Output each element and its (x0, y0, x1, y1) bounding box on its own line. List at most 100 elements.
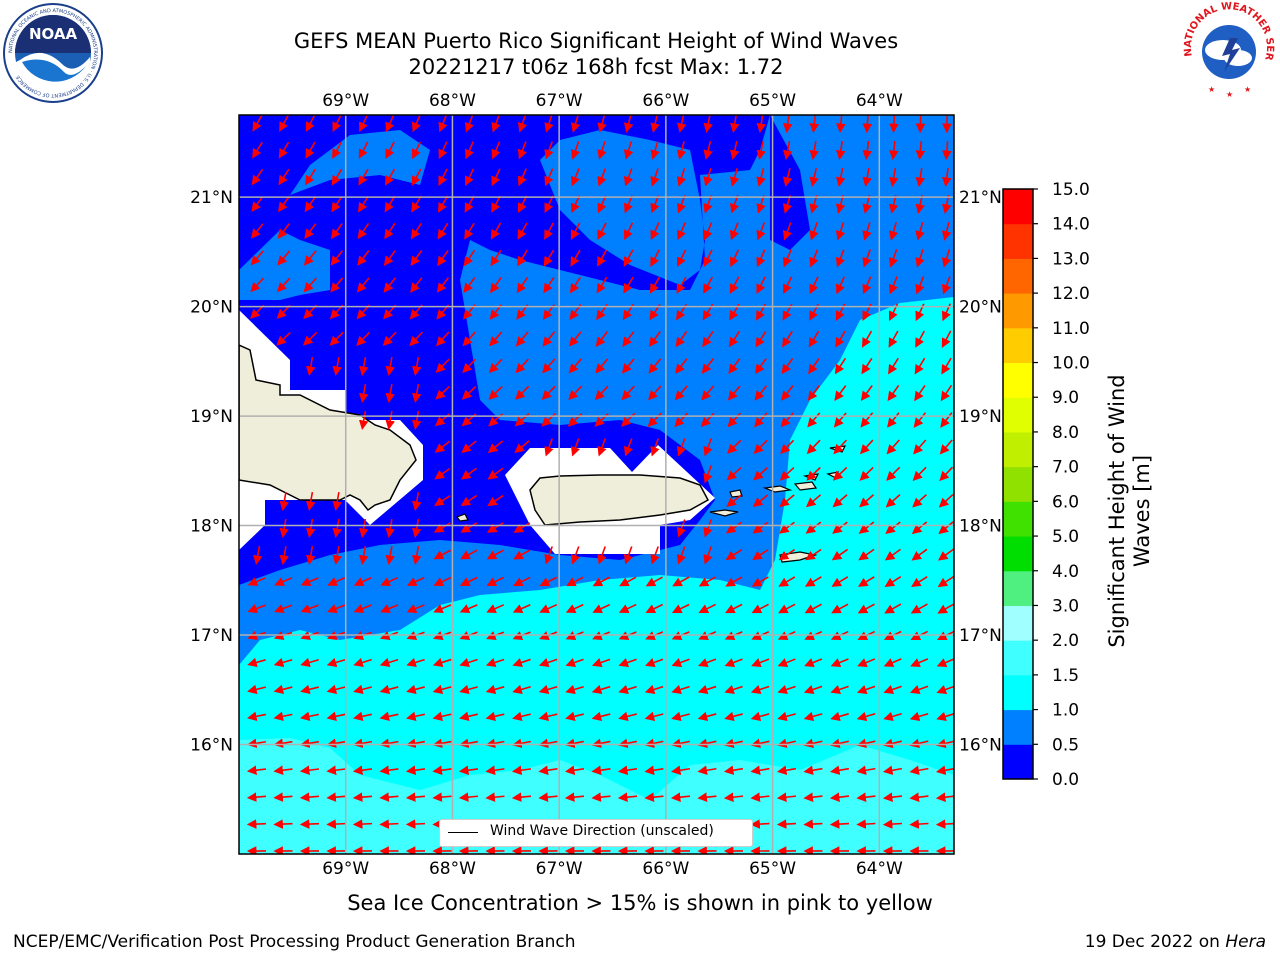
wind-arrow (806, 439, 821, 455)
lon-tick-top: 68°W (429, 91, 476, 111)
wind-arrow (750, 765, 770, 775)
colorbar-tick-label: 14.0 (1052, 215, 1090, 235)
wind-arrow (703, 168, 713, 187)
wind-arrow (597, 438, 607, 457)
wind-arrow (459, 604, 478, 614)
wind-arrow (512, 711, 531, 722)
wind-arrow (937, 603, 954, 614)
wind-arrow (300, 711, 319, 722)
wind-arrow (594, 385, 609, 401)
wind-arrow (544, 546, 554, 565)
lat-tick-left: 18°N (190, 517, 233, 537)
wind-arrow (776, 765, 797, 775)
wind-arrow (544, 222, 555, 240)
wind-arrow (327, 604, 346, 614)
wind-arrow (862, 276, 872, 295)
wind-arrow (435, 331, 450, 347)
wind-arrow (406, 604, 425, 614)
wind-arrow (491, 115, 501, 133)
wind-arrow (833, 412, 847, 428)
wind-arrow (459, 657, 478, 668)
wind-arrow (650, 438, 660, 457)
colorbar-tick-label: 4.0 (1052, 562, 1079, 582)
wind-arrow (936, 685, 954, 695)
legend-line-swatch (448, 832, 478, 833)
wind-arrow (621, 385, 635, 401)
wind-arrow (915, 140, 926, 161)
wind-arrow (385, 168, 396, 186)
wind-arrow (385, 383, 395, 404)
wind-arrow (727, 439, 742, 454)
wind-arrow (831, 576, 849, 587)
lon-tick-bottom: 66°W (642, 859, 689, 879)
wind-arrow (809, 222, 819, 241)
wind-arrow (752, 521, 769, 534)
wind-arrow (836, 140, 846, 161)
wind-arrow (305, 356, 316, 377)
wind-arrow (276, 277, 291, 293)
wind-arrow (888, 249, 898, 268)
wind-arrow (725, 521, 742, 534)
wind-arrow (829, 819, 850, 829)
wind-arrow (645, 576, 663, 587)
wind-arrow (862, 167, 872, 188)
wind-arrow (809, 249, 819, 268)
wind-arrow (617, 792, 638, 802)
footer-date-text: 19 Dec 2022 on (1084, 932, 1226, 952)
wind-arrow (567, 412, 583, 427)
wind-arrow (857, 603, 875, 614)
wind-arrow (777, 658, 796, 668)
lat-tick-right: 21°N (959, 188, 1002, 208)
wind-arrow (911, 576, 928, 588)
wind-arrow (326, 792, 346, 802)
wind-arrow (936, 658, 954, 668)
wind-arrow (883, 711, 902, 722)
lon-tick-top: 66°W (642, 91, 689, 111)
wind-arrow (675, 330, 688, 348)
wind-arrow (883, 685, 902, 695)
wind-arrow (776, 792, 797, 802)
wind-arrow (909, 765, 929, 776)
wind-arrow (246, 765, 267, 775)
wind-arrow (882, 765, 903, 776)
wind-arrow (888, 167, 899, 188)
wind-arrow (247, 604, 266, 614)
wind-arrow (670, 792, 691, 802)
wind-arrow (332, 491, 342, 512)
lat-tick-left: 20°N (190, 298, 233, 318)
colorbar-tick-label: 8.0 (1052, 423, 1079, 443)
wind-arrow (859, 439, 874, 455)
wind-arrow (302, 331, 318, 346)
wind-arrow (882, 792, 903, 802)
wind-arrow (780, 439, 795, 455)
wind-arrow (671, 684, 690, 695)
wind-arrow (411, 518, 422, 539)
chart-title: GEFS MEAN Puerto Rico Significant Height… (293, 29, 899, 53)
wind-arrow (487, 494, 504, 507)
wind-arrow (460, 522, 478, 533)
colorbar-cell (1003, 605, 1033, 641)
land-hispaniola (239, 344, 417, 512)
wind-arrow (353, 711, 372, 722)
wind-arrow (565, 657, 584, 668)
colorbar-cell (1003, 189, 1033, 225)
wind-arrow (517, 222, 528, 240)
wind-arrow (729, 222, 739, 241)
wind-arrow (941, 222, 952, 241)
wind-arrow (938, 493, 954, 508)
colorbar-tick-label: 5.0 (1052, 527, 1079, 547)
wind-arrow (857, 658, 876, 668)
wind-arrow (491, 141, 501, 160)
wind-arrow (436, 277, 449, 293)
colorbar-cell (1003, 744, 1033, 780)
colorbar-cell (1003, 223, 1033, 259)
wind-arrow (274, 577, 293, 587)
wind-arrow (619, 576, 637, 587)
wind-arrow (729, 141, 740, 160)
wind-arrow (463, 277, 476, 294)
map-tick-labels: 69°W 69°W 68°W 68°W 67°W 67°W 66°W 66°W 65°W 65°W… (190, 91, 1002, 879)
wind-arrow (438, 115, 448, 133)
colorbar-tick-label: 9.0 (1052, 388, 1079, 408)
wind-arrow (726, 494, 742, 508)
